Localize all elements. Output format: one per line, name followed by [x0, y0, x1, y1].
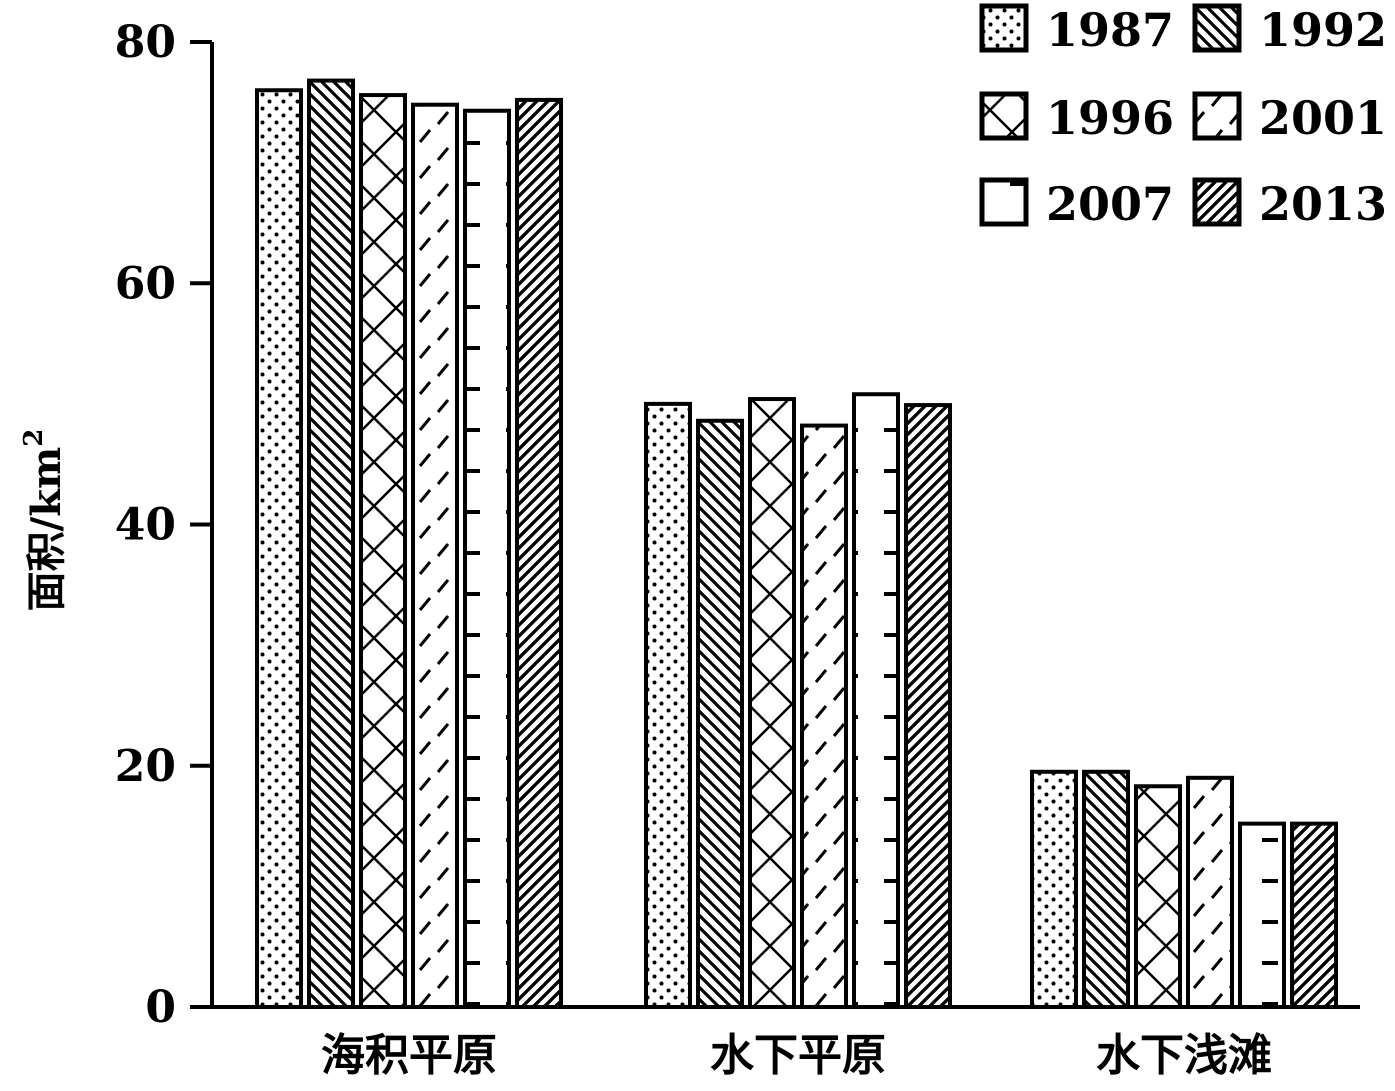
bar-2007-1 [463, 108, 511, 1010]
legend-swatch-1996 [979, 91, 1029, 141]
legend-swatch-1987 [979, 3, 1029, 53]
category-label: 水下平原 [710, 1030, 886, 1081]
y-tick-label: 40 [115, 500, 176, 551]
bar-1987-2 [644, 401, 692, 1009]
legend-swatch-2007 [979, 177, 1029, 227]
legend-swatch-2001 [1192, 91, 1242, 141]
y-tick-label: 0 [145, 982, 176, 1033]
bar-1996-1 [359, 93, 407, 1009]
bar-2001-2 [800, 423, 848, 1009]
bar-1992-2 [696, 418, 744, 1009]
bar-2007-3 [1238, 821, 1286, 1010]
legend-label-1996: 1996 [1046, 91, 1174, 145]
legend-label-2001: 2001 [1259, 91, 1387, 145]
y-axis-title-text: 面积/km [23, 447, 70, 612]
bar-1987-3 [1030, 769, 1078, 1009]
y-tick-label: 60 [115, 258, 176, 309]
legend-label-1987: 1987 [1046, 3, 1174, 57]
y-tick-label: 80 [115, 17, 176, 68]
bar-2001-3 [1186, 775, 1234, 1009]
bar-1992-1 [307, 78, 355, 1010]
bar-1996-3 [1134, 784, 1182, 1009]
legend-swatch-1992 [1192, 3, 1242, 53]
bar-1987-1 [255, 88, 303, 1009]
bar-2013-1 [515, 97, 563, 1009]
bar-2001-1 [411, 102, 459, 1010]
bars [255, 78, 1338, 1010]
category-labels: 海积平原 水下平原 水下浅滩 [321, 1030, 1272, 1081]
legend-swatch-2013 [1192, 177, 1242, 227]
y-axis-title: 面积/km2 [19, 429, 70, 612]
bar-1996-2 [748, 397, 796, 1009]
legend-label-2007: 2007 [1046, 177, 1174, 231]
y-axis-title-superscript: 2 [19, 429, 49, 447]
bar-2013-3 [1290, 821, 1338, 1010]
bar-1992-3 [1082, 769, 1130, 1009]
bar-2013-2 [904, 403, 952, 1009]
legend: 1987 1992 1996 2001 2007 2013 [979, 3, 1387, 231]
svg-text:面积/km2: 面积/km2 [19, 429, 70, 612]
legend-label-1992: 1992 [1259, 3, 1387, 57]
legend-label-2013: 2013 [1259, 177, 1387, 231]
y-tick-label: 20 [115, 741, 176, 792]
bar-2007-2 [852, 392, 900, 1010]
category-label: 海积平原 [321, 1030, 497, 1081]
category-label: 水下浅滩 [1096, 1030, 1272, 1081]
